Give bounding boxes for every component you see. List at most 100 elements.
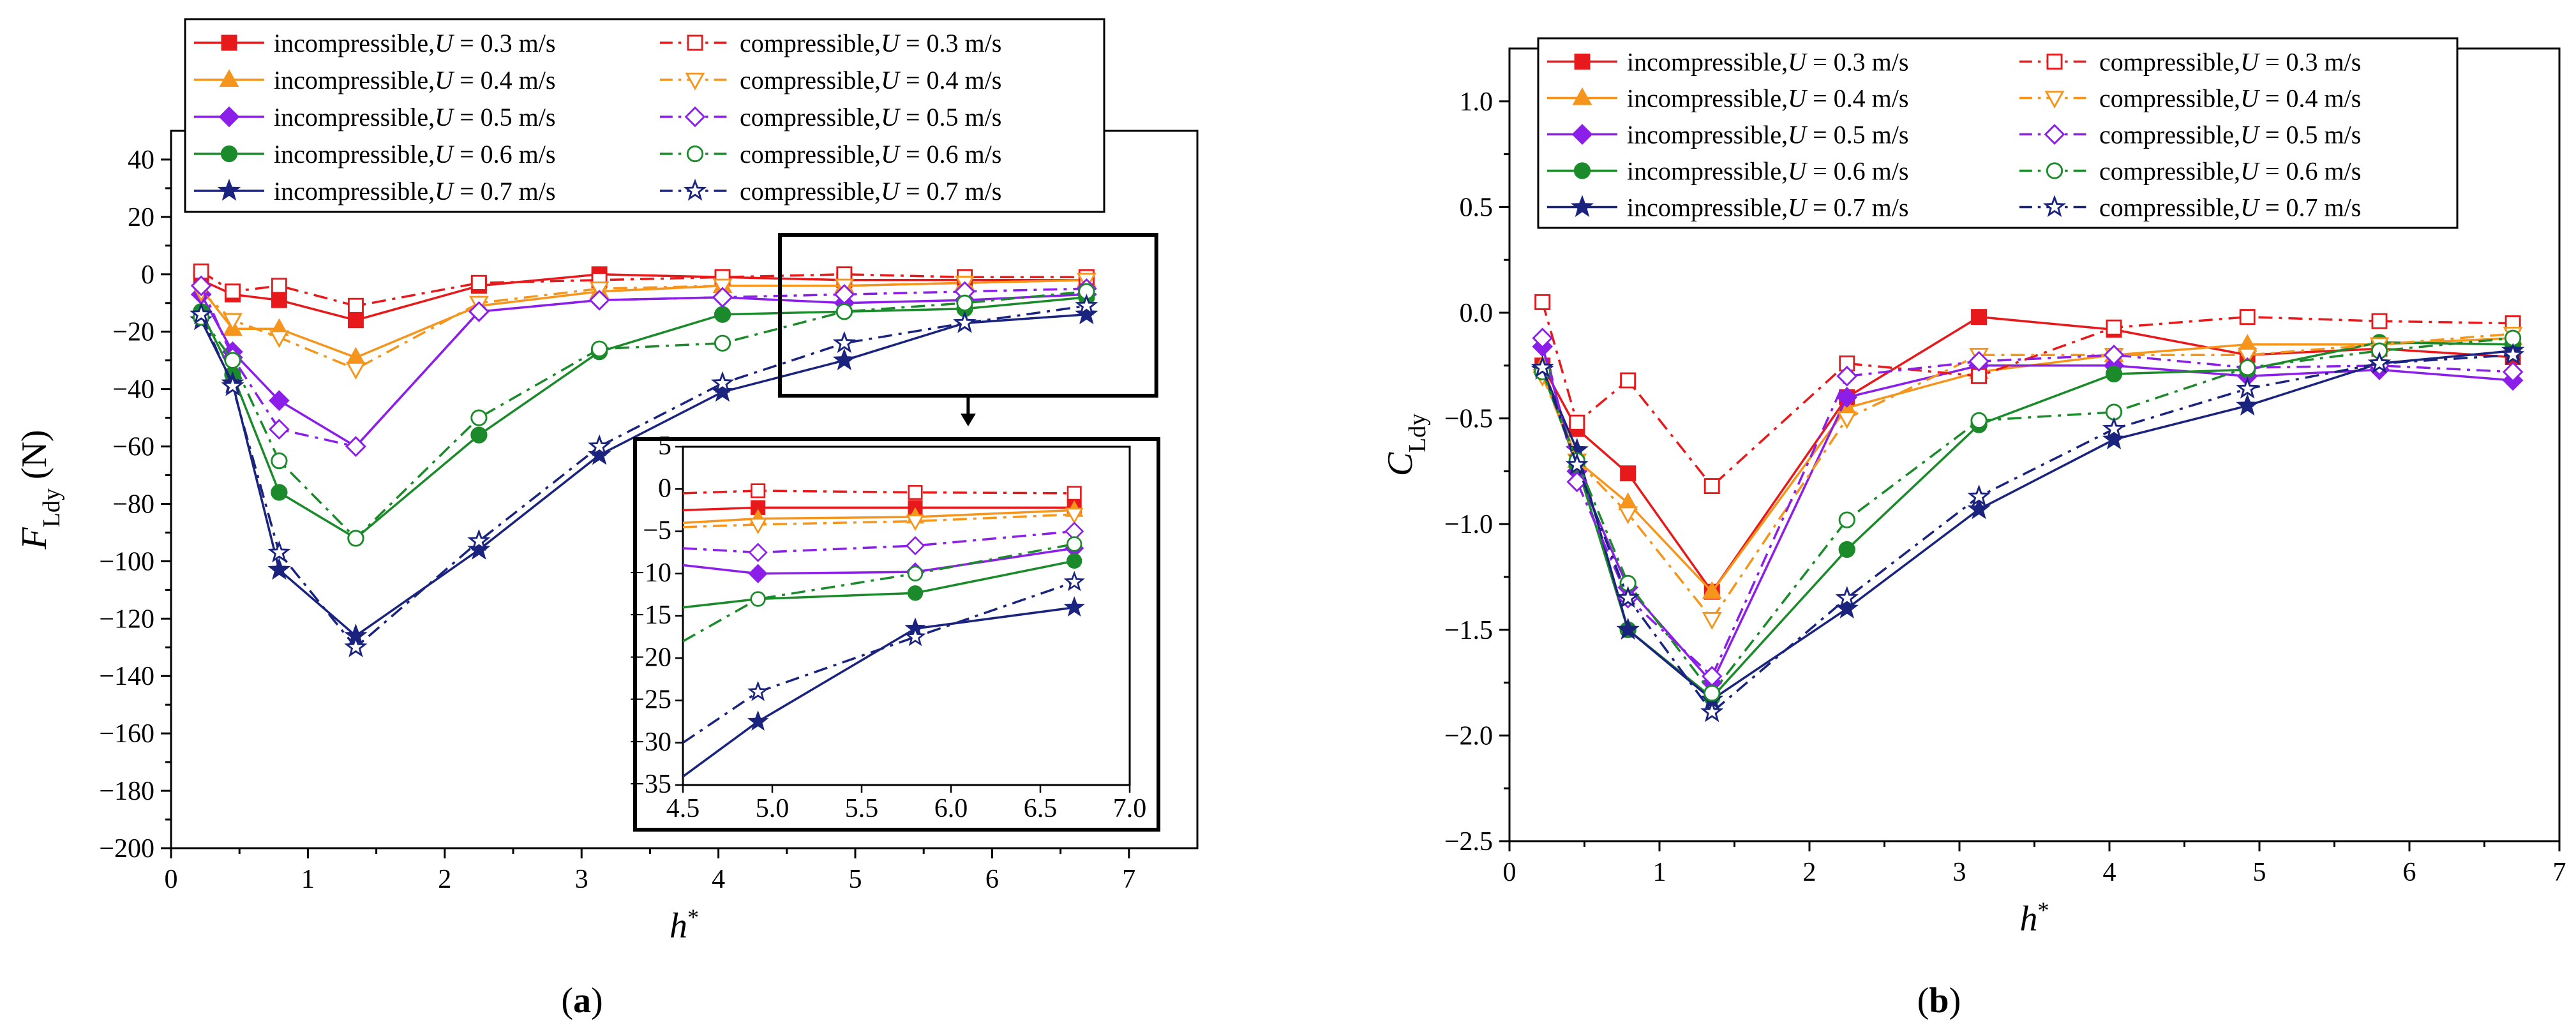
legend-label: compressible,U = 0.3 m/s xyxy=(740,29,1001,57)
series-line xyxy=(200,296,1087,540)
legend-label: incompressible,U = 0.4 m/s xyxy=(1627,84,1908,113)
inset-series-line xyxy=(683,530,1075,554)
y-tick-label: −200 xyxy=(99,834,154,864)
inset-data-point xyxy=(749,518,767,535)
y-tick-label: 0.0 xyxy=(1460,299,1494,328)
inset-data-point xyxy=(751,483,766,498)
legend-flow: incompressible, xyxy=(1627,193,1788,222)
data-point xyxy=(1968,350,1989,372)
inset-data-point xyxy=(1067,486,1082,501)
inset-y-tick-label: −15 xyxy=(629,601,671,630)
y-tick-label: −1.5 xyxy=(1444,616,1493,645)
legend-swatch-marker xyxy=(684,106,706,128)
data-point xyxy=(1836,366,1858,387)
legend-value: = 0.5 m/s xyxy=(899,103,1001,131)
data-point xyxy=(2236,377,2259,399)
series-line xyxy=(1541,349,2513,701)
legend-var: U xyxy=(881,29,901,57)
data-point xyxy=(712,287,733,308)
legend-label: incompressible,U = 0.6 m/s xyxy=(274,140,555,168)
legend-value: = 0.5 m/s xyxy=(2259,121,2361,149)
y-tick-label: −2.5 xyxy=(1444,827,1493,856)
legend-var: U xyxy=(881,103,901,131)
data-point xyxy=(2502,361,2524,383)
data-point xyxy=(1075,302,1098,325)
legend-swatch-marker xyxy=(686,145,704,163)
data-point xyxy=(710,380,735,402)
data-point xyxy=(714,306,731,323)
inset-data-point xyxy=(1063,571,1085,592)
data-point xyxy=(2102,427,2126,450)
inset-outer-frame xyxy=(633,437,1160,832)
x-axis-label-main: h xyxy=(2020,899,2038,939)
legend-var: U xyxy=(435,103,455,131)
legend-label: compressible,U = 0.6 m/s xyxy=(2099,157,2361,186)
legend-flow: compressible, xyxy=(740,66,881,94)
legend-label: compressible,U = 0.7 m/s xyxy=(740,177,1001,206)
legend-var: U xyxy=(435,140,455,168)
data-point xyxy=(347,530,364,547)
y-axis-label: CLdy xyxy=(1381,414,1431,477)
x-tick-label: 4 xyxy=(2103,858,2116,887)
legend-var: U xyxy=(2240,121,2261,149)
legend-flow: compressible, xyxy=(740,140,881,168)
inset-series-line xyxy=(683,547,1075,575)
data-point xyxy=(1565,452,1589,475)
legend-flow: incompressible, xyxy=(274,66,435,94)
data-point xyxy=(1620,372,1636,389)
inset-data-point xyxy=(747,710,769,731)
data-point xyxy=(710,371,735,394)
y-axis-label: FLdy (N) xyxy=(15,430,65,550)
inset-series-line xyxy=(683,542,1075,643)
data-point xyxy=(588,442,611,465)
legend-swatch-marker xyxy=(1572,87,1592,105)
legend-value: = 0.5 m/s xyxy=(1806,121,1908,149)
legend-value: = 0.7 m/s xyxy=(1806,193,1908,222)
legend: incompressible,U = 0.3 m/sincompressible… xyxy=(184,18,1105,213)
legend-swatch-marker xyxy=(1573,162,1591,179)
legend-var: U xyxy=(881,66,901,94)
x-axis-label-main: h xyxy=(670,906,687,946)
inset-y-tick-label: −10 xyxy=(629,558,671,588)
inset-y-tick-label: 0 xyxy=(658,474,671,503)
legend-box xyxy=(1537,37,2459,229)
legend-swatch-marker xyxy=(219,69,239,87)
inset-data-point xyxy=(750,591,766,607)
data-point xyxy=(953,311,977,333)
data-point xyxy=(1702,612,1722,630)
inset-data-point xyxy=(748,564,768,583)
series-line xyxy=(1541,336,2513,696)
legend-label: incompressible,U = 0.6 m/s xyxy=(1627,157,1908,186)
inset-data-point xyxy=(905,535,925,556)
legend-flow: incompressible, xyxy=(274,177,435,206)
data-point xyxy=(1569,414,1585,431)
data-point xyxy=(224,352,241,369)
data-point xyxy=(832,348,857,371)
legend-value: = 0.4 m/s xyxy=(899,66,1001,94)
legend-label: incompressible,U = 0.5 m/s xyxy=(274,103,555,131)
legend-value: = 0.7 m/s xyxy=(899,177,1001,206)
legend-swatch-marker xyxy=(1574,54,1591,70)
data-point xyxy=(221,374,244,396)
data-point xyxy=(1837,411,1857,430)
series-line xyxy=(1541,341,2513,699)
legend-var: U xyxy=(2240,84,2261,113)
inset-data-point xyxy=(1067,536,1082,552)
data-point xyxy=(347,312,364,329)
legend-var: U xyxy=(2240,157,2261,186)
data-point xyxy=(224,283,241,300)
inset-x-tick-label: 5.5 xyxy=(845,794,879,823)
data-point xyxy=(1704,685,1721,702)
inset-data xyxy=(683,483,1085,778)
inset-y-tick-label: −20 xyxy=(629,643,671,672)
legend-label: incompressible,U = 0.3 m/s xyxy=(1627,48,1908,77)
x-tick-label: 1 xyxy=(301,865,315,894)
data-point xyxy=(714,334,731,352)
legend-flow: incompressible, xyxy=(274,140,435,168)
inset-x-tick-label: 4.5 xyxy=(666,794,700,823)
y-axis-label-sub: Ldy xyxy=(38,488,65,527)
inset-data-point xyxy=(747,680,769,701)
data-point xyxy=(347,297,364,314)
y-tick-label: 1.0 xyxy=(1460,87,1494,117)
